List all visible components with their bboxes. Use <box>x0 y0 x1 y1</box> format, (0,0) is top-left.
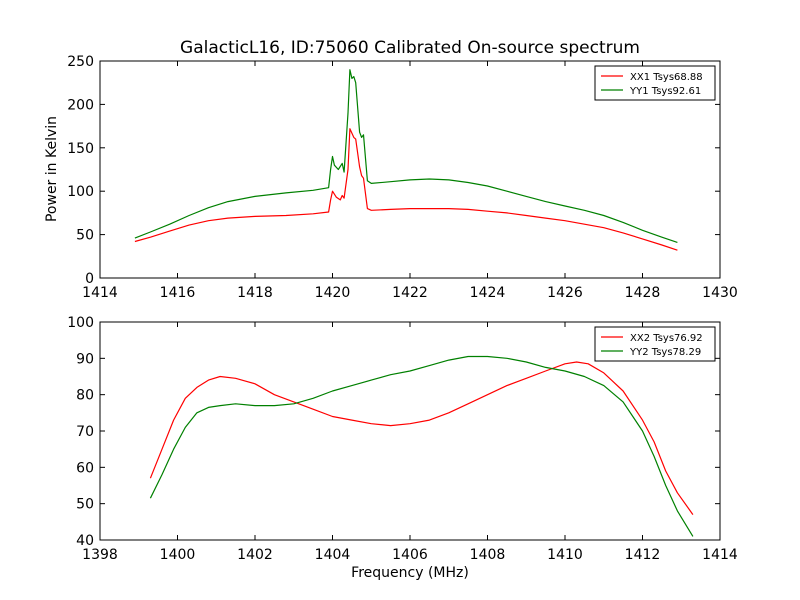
bottom-legend-label-1: XX2 Tsys76.92 <box>630 333 703 344</box>
top-x-tick-label: 1428 <box>625 285 661 301</box>
bottom-x-tick-label: 1400 <box>160 547 196 563</box>
top-x-tick-label: 1430 <box>702 285 738 301</box>
top-x-tick-label: 1418 <box>237 285 273 301</box>
top-x-tick-label: 1426 <box>547 285 583 301</box>
bottom-legend <box>594 326 716 362</box>
bottom-y-tick-label: 80 <box>76 388 94 404</box>
bottom-y-tick-label: 40 <box>76 533 94 549</box>
top-legend-label-1: XX1 Tsys68.88 <box>630 72 703 83</box>
top-x-tick-label: 1414 <box>82 285 118 301</box>
bottom-y-tick-label: 50 <box>76 497 94 513</box>
top-y-tick-label: 150 <box>67 141 94 157</box>
top-y-tick-label: 250 <box>67 54 94 70</box>
top-plot: 1414 1416 1418 1420 1422 1424 1426 1428 1430 0 50 1… <box>67 54 738 301</box>
x-axis-label: Frequency (MHz) <box>351 565 469 581</box>
bottom-x-tick-label: 1406 <box>392 547 428 563</box>
bottom-y-tick-label: 100 <box>67 315 94 331</box>
bottom-x-tick-label: 1402 <box>237 547 273 563</box>
bottom-legend-label-2: YY2 Tsys78.29 <box>629 347 701 358</box>
bottom-x-tick-label: 1414 <box>702 547 738 563</box>
bottom-y-tick-label: 60 <box>76 460 94 476</box>
top-series-line-1 <box>134 128 678 251</box>
bottom-x-tick-label: 1398 <box>82 547 118 563</box>
bottom-series-line-2 <box>149 355 694 537</box>
bottom-x-tick-label: 1408 <box>470 547 506 563</box>
top-y-tick-label: 50 <box>76 228 94 244</box>
top-series-line-2 <box>134 69 678 243</box>
top-y-tick-label: 0 <box>85 271 94 287</box>
bottom-x-tick-label: 1404 <box>315 547 351 563</box>
bottom-x-tick-label: 1412 <box>625 547 661 563</box>
figure-title: GalacticL16, ID:75060 Calibrated On-sour… <box>180 38 640 58</box>
y-axis-label: Power in Kelvin <box>44 116 60 222</box>
top-y-tick-label: 100 <box>67 184 94 200</box>
top-legend <box>594 65 716 101</box>
bottom-y-tick-label: 70 <box>76 424 94 440</box>
bottom-y-tick-label: 90 <box>76 351 94 367</box>
top-x-tick-label: 1420 <box>315 285 351 301</box>
bottom-series-line-1 <box>149 361 694 515</box>
top-x-tick-label: 1422 <box>392 285 428 301</box>
top-x-tick-label: 1416 <box>160 285 196 301</box>
top-legend-label-2: YY1 Tsys92.61 <box>629 86 701 97</box>
top-y-tick-label: 200 <box>67 97 94 113</box>
top-x-tick-label: 1424 <box>470 285 506 301</box>
bottom-plot: 1398 1400 1402 1404 1406 1408 1410 1412 1414 40 50… <box>67 315 738 563</box>
bottom-x-tick-label: 1410 <box>547 547 583 563</box>
